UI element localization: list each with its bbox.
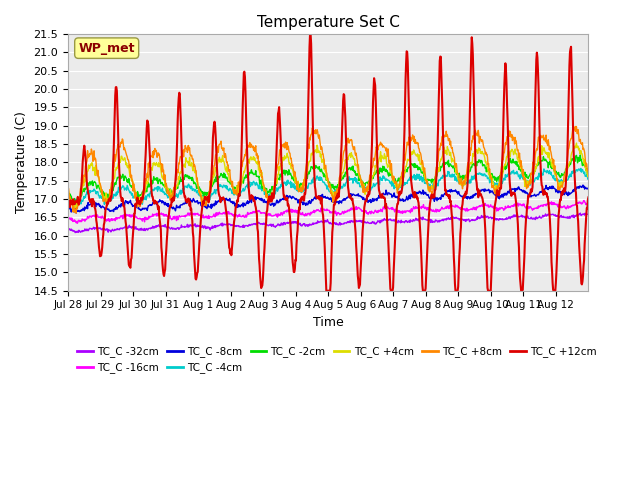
Legend: TC_C -32cm, TC_C -16cm, TC_C -8cm, TC_C -4cm, TC_C -2cm, TC_C +4cm, TC_C +8cm, T: TC_C -32cm, TC_C -16cm, TC_C -8cm, TC_C … (73, 342, 600, 377)
Y-axis label: Temperature (C): Temperature (C) (15, 111, 28, 213)
Text: WP_met: WP_met (79, 42, 135, 55)
X-axis label: Time: Time (313, 316, 344, 329)
Title: Temperature Set C: Temperature Set C (257, 15, 399, 30)
